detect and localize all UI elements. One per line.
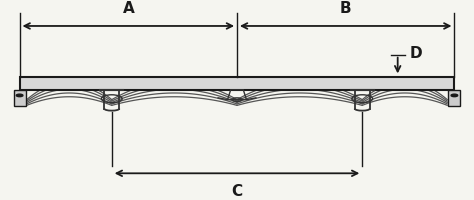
Text: B: B: [340, 1, 352, 16]
Circle shape: [16, 95, 23, 97]
Polygon shape: [448, 90, 460, 106]
Text: C: C: [231, 183, 243, 198]
Circle shape: [451, 95, 458, 97]
Text: A: A: [122, 1, 134, 16]
Polygon shape: [19, 78, 455, 90]
Text: D: D: [410, 46, 422, 61]
Polygon shape: [14, 90, 26, 106]
